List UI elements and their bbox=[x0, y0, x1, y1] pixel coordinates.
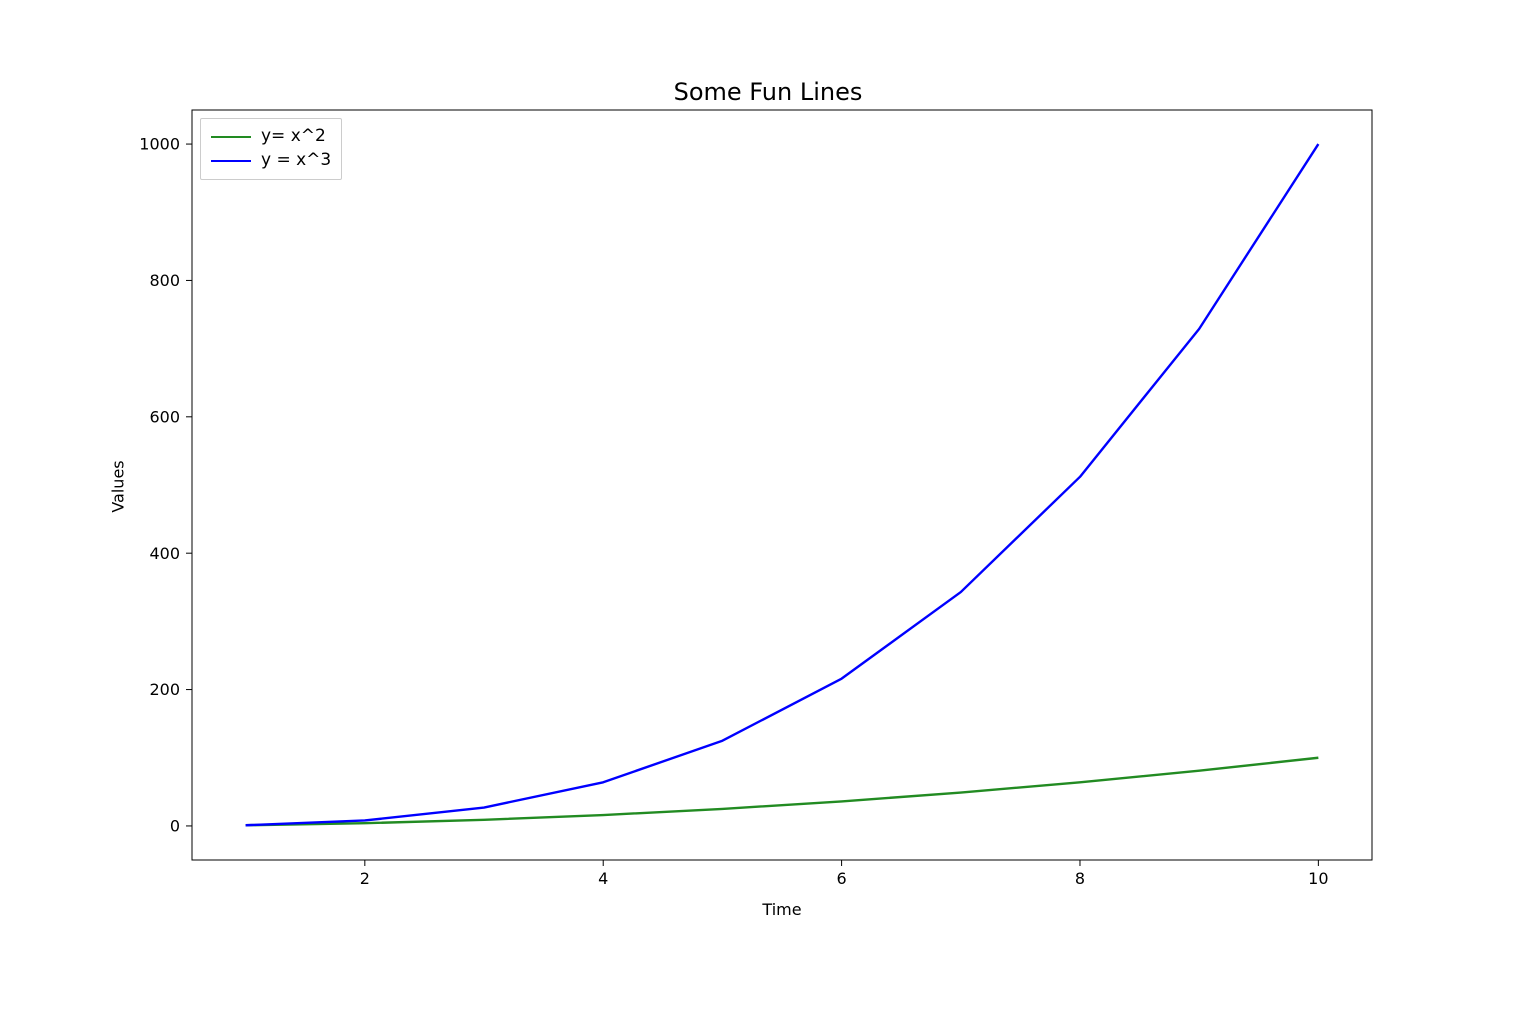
x-tick-label: 2 bbox=[360, 869, 370, 888]
legend-entry: y= x^2 bbox=[211, 125, 331, 149]
x-tick-label: 10 bbox=[1308, 869, 1328, 888]
y-tick-label: 800 bbox=[149, 271, 180, 290]
y-tick-label: 400 bbox=[149, 544, 180, 563]
y-tick-label: 1000 bbox=[139, 135, 180, 154]
legend-label: y= x^2 bbox=[261, 125, 326, 149]
legend-swatch bbox=[211, 136, 251, 138]
legend-label: y = x^3 bbox=[261, 149, 331, 173]
x-axis-label: Time bbox=[192, 900, 1372, 919]
legend: y= x^2y = x^3 bbox=[200, 118, 342, 180]
legend-entry: y = x^3 bbox=[211, 149, 331, 173]
legend-swatch bbox=[211, 160, 251, 162]
series-line bbox=[246, 144, 1319, 825]
x-tick-label: 8 bbox=[1075, 869, 1085, 888]
y-tick-label: 0 bbox=[170, 817, 180, 836]
y-tick-label: 200 bbox=[149, 680, 180, 699]
y-tick-label: 600 bbox=[149, 407, 180, 426]
x-tick-label: 4 bbox=[598, 869, 608, 888]
y-axis-label: Values bbox=[109, 112, 128, 862]
chart-figure: Some Fun Lines 24681002004006008001000 T… bbox=[0, 0, 1536, 1024]
x-tick-label: 6 bbox=[837, 869, 847, 888]
